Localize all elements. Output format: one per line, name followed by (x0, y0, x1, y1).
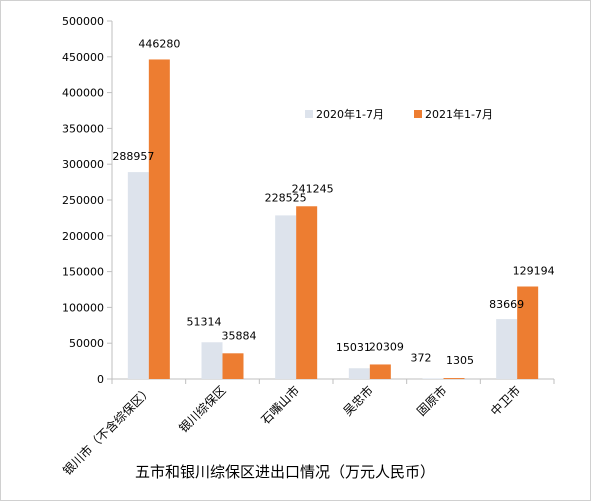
legend-swatch (305, 110, 313, 118)
bar-2021 (148, 59, 170, 379)
bars (127, 59, 539, 379)
y-tick-label: 100000 (62, 301, 104, 314)
bar-2020 (348, 368, 370, 379)
y-tick-label: 500000 (62, 15, 104, 28)
y-tick-label: 450000 (62, 51, 104, 64)
legend-swatch (414, 110, 422, 118)
bar-2021 (222, 353, 244, 379)
legend: 2020年1-7月 2021年1-7月 (305, 107, 493, 121)
bar-2020 (422, 378, 444, 379)
bar-2020 (496, 319, 518, 379)
data-label: 35884 (222, 329, 257, 342)
data-label: 51314 (187, 315, 222, 328)
x-tick-label: 石嘴山市 (258, 383, 303, 428)
bar-2020 (127, 172, 149, 379)
bar-2020 (275, 215, 297, 379)
bar-2021 (296, 206, 318, 379)
y-tick-label: 250000 (62, 194, 104, 207)
data-label: 241245 (292, 182, 334, 195)
y-tick-label: 50000 (69, 337, 104, 350)
bar-2021 (369, 364, 391, 379)
legend-label: 2021年1-7月 (425, 107, 493, 121)
legend-label: 2020年1-7月 (316, 107, 384, 121)
chart-title: 五市和银川综保区进出口情况（万元人民币） (135, 463, 435, 481)
data-label: 228525 (265, 191, 307, 204)
data-label: 446280 (138, 37, 180, 50)
bar-2021 (517, 286, 539, 379)
data-label: 20309 (369, 340, 404, 353)
data-label: 1305 (446, 354, 474, 367)
bar-2020 (201, 342, 223, 379)
data-label: 15031 (336, 341, 371, 354)
y-tick-label: 200000 (62, 230, 104, 243)
data-label: 83669 (489, 298, 524, 311)
data-label: 372 (411, 352, 432, 365)
y-tick-label: 350000 (62, 122, 104, 135)
x-tick-label: 中卫市 (487, 383, 523, 419)
x-tick-label: 吴忠市 (340, 383, 376, 419)
data-label: 288957 (112, 150, 154, 163)
bar-2021 (443, 378, 465, 379)
y-tick-label: 300000 (62, 158, 104, 171)
y-tick-label: 0 (97, 373, 104, 386)
y-tick-label: 400000 (62, 87, 104, 100)
x-tick-label: 银川综保区 (176, 383, 228, 435)
data-labels: 2889574462805131435884228525241245150312… (112, 37, 554, 367)
x-tick-label: 固原市 (414, 383, 450, 419)
data-label: 129194 (513, 264, 555, 277)
y-tick-label: 150000 (62, 266, 104, 279)
